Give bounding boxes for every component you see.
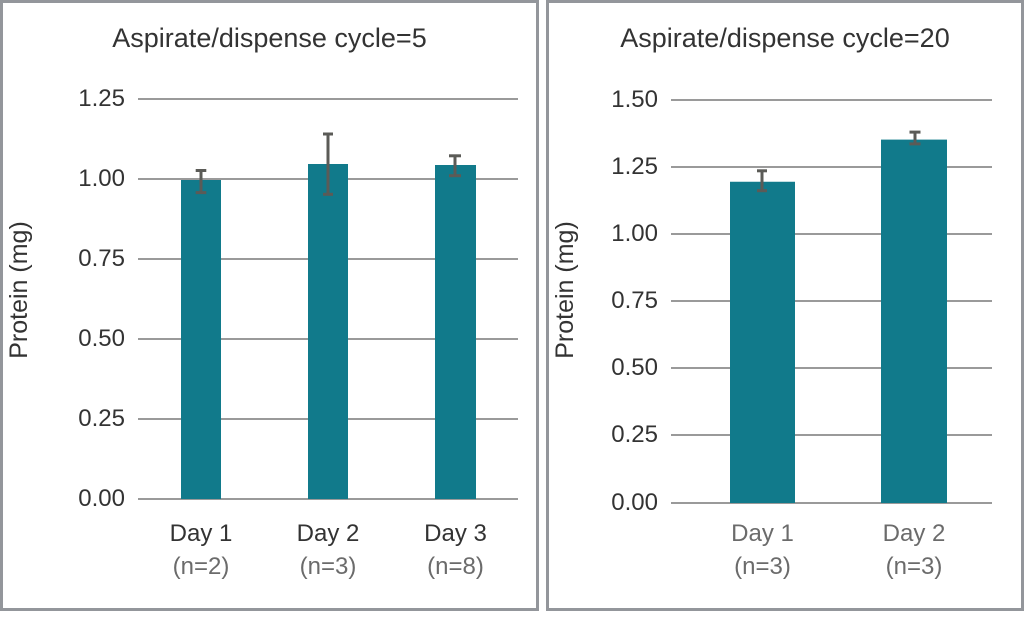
svg-text:Day 2: Day 2: [297, 520, 360, 547]
svg-text:1.25: 1.25: [611, 153, 658, 180]
svg-text:1.50: 1.50: [611, 86, 658, 113]
svg-text:Protein (mg): Protein (mg): [5, 221, 33, 359]
svg-text:0.50: 0.50: [78, 325, 125, 352]
svg-text:(n=3): (n=3): [300, 553, 357, 580]
svg-text:0.75: 0.75: [78, 245, 125, 272]
svg-text:1.00: 1.00: [611, 220, 658, 247]
svg-text:(n=2): (n=2): [173, 553, 230, 580]
svg-text:Day 2: Day 2: [883, 520, 946, 547]
svg-text:0.75: 0.75: [611, 287, 658, 314]
svg-text:Day 1: Day 1: [731, 520, 794, 547]
svg-text:(n=8): (n=8): [427, 553, 484, 580]
svg-text:Day 3: Day 3: [424, 520, 487, 547]
svg-text:1.25: 1.25: [78, 85, 125, 112]
svg-text:(n=3): (n=3): [886, 553, 943, 580]
svg-text:0.00: 0.00: [611, 489, 658, 516]
svg-text:Day 1: Day 1: [170, 520, 233, 547]
svg-text:(n=3): (n=3): [734, 553, 791, 580]
svg-text:0.25: 0.25: [611, 421, 658, 448]
svg-text:0.50: 0.50: [611, 354, 658, 381]
svg-text:1.00: 1.00: [78, 165, 125, 192]
svg-text:0.25: 0.25: [78, 405, 125, 432]
svg-text:Protein (mg): Protein (mg): [551, 221, 579, 359]
svg-text:0.00: 0.00: [78, 485, 125, 512]
